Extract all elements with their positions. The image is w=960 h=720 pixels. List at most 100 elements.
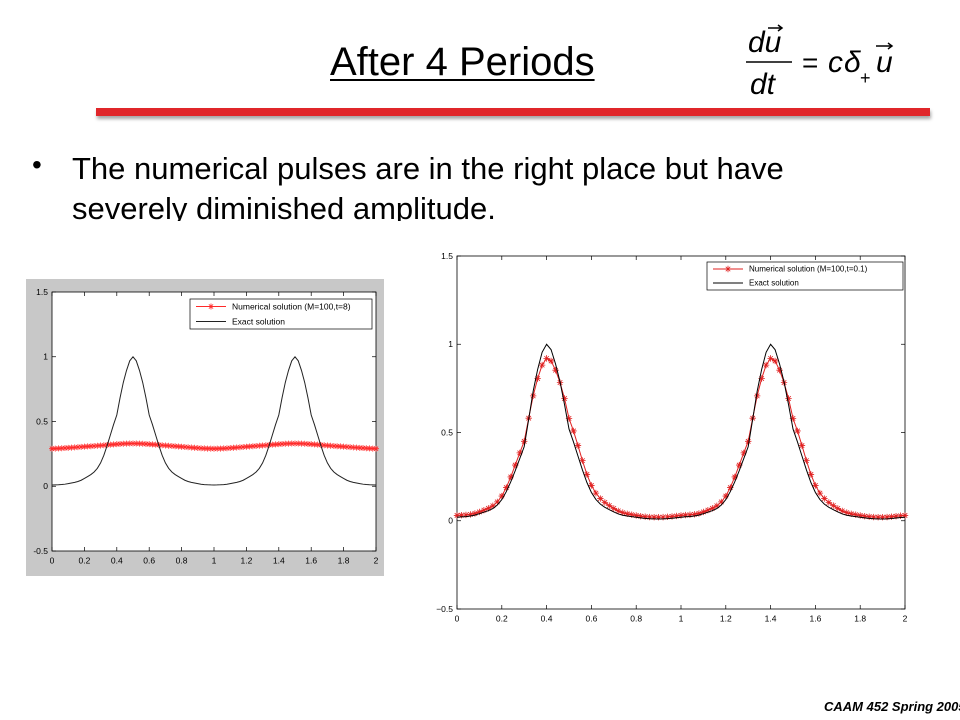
left-chart-series-0-point bbox=[61, 445, 68, 452]
right-chart-series-0-point bbox=[825, 499, 833, 506]
right-chart-series-0-point bbox=[686, 511, 694, 518]
left-chart-x-tick-label: 1.4 bbox=[273, 556, 285, 566]
left-chart-series-0-point bbox=[198, 445, 205, 452]
right-chart-x-tick-label: 0.6 bbox=[585, 614, 597, 624]
equation-vector: u bbox=[876, 46, 893, 79]
right-chart-series-0-point bbox=[489, 502, 497, 509]
left-chart-series-0-point bbox=[356, 444, 363, 451]
equation-denominator: dt bbox=[750, 68, 777, 101]
right-chart-series-0-point bbox=[462, 511, 470, 519]
bullet-list: • The numerical pulses are in the right … bbox=[32, 147, 912, 221]
right-chart-series-0-point bbox=[668, 513, 676, 520]
left-chart-series-0-point bbox=[363, 445, 370, 452]
right-chart-series-0-point bbox=[606, 502, 613, 509]
left-chart-series-0-point bbox=[120, 440, 127, 447]
left-chart-series-0-point bbox=[262, 442, 269, 449]
left-chart-series-0-point bbox=[347, 444, 354, 451]
left-chart-series-0-point bbox=[217, 445, 224, 452]
right-chart-series-0-point bbox=[803, 457, 810, 464]
right-chart-legend-label: Numerical solution (M=100,t=0.1) bbox=[749, 265, 868, 274]
right-chart-series-0-point bbox=[830, 502, 837, 509]
left-chart-x-tick-label: 0 bbox=[50, 556, 55, 566]
left-chart-series-0-point bbox=[123, 440, 130, 447]
right-chart-series-0-point bbox=[624, 510, 631, 517]
left-chart-series-0-point bbox=[81, 443, 88, 450]
right-chart-series-0-point bbox=[673, 512, 680, 520]
right-chart-series-0-point bbox=[883, 513, 891, 521]
right-chart-series-0-point bbox=[718, 498, 725, 506]
left-chart-series-0-point bbox=[68, 444, 75, 451]
right-chart-legend-box bbox=[706, 261, 904, 291]
left-chart-series-0-point bbox=[259, 442, 266, 449]
left-chart-x-tick-label: 1 bbox=[212, 556, 217, 566]
right-chart-series-0-point bbox=[529, 392, 537, 400]
right-chart-series-0-point bbox=[785, 395, 792, 402]
right-chart-series-0-point bbox=[807, 471, 815, 478]
left-chart-series-0-point bbox=[295, 440, 302, 447]
right-chart-series-0-point bbox=[753, 392, 761, 400]
right-chart-series-0-point bbox=[839, 507, 846, 515]
right-chart-y-tick-label: −0.5 bbox=[436, 604, 453, 614]
right-chart-series-0-point bbox=[538, 361, 546, 369]
left-chart-series-0-point bbox=[304, 440, 311, 447]
right-chart-series-0-point bbox=[512, 461, 519, 469]
right-chart-series-0-point bbox=[709, 505, 716, 512]
left-chart-series-0-point bbox=[285, 440, 292, 447]
right-chart-series-0-point bbox=[485, 505, 492, 512]
left-chart-y-tick-label: 0 bbox=[43, 481, 48, 491]
left-chart-series-0-point bbox=[191, 444, 198, 451]
right-chart-series-0-point bbox=[583, 471, 591, 478]
right-chart-series-0-point bbox=[874, 513, 882, 521]
right-chart-x-tick-label: 0.8 bbox=[630, 614, 642, 624]
left-chart-y-tick-label: 1 bbox=[43, 352, 48, 362]
right-chart-series-0-point bbox=[870, 513, 877, 521]
left-chart-series-0-point bbox=[185, 444, 192, 451]
left-chart-series-0-point bbox=[107, 441, 114, 448]
right-chart-series-0-point bbox=[619, 509, 626, 516]
right-chart-series-0-point bbox=[610, 505, 617, 512]
right-chart-series-1-line bbox=[456, 343, 906, 520]
left-chart-series-0-point bbox=[49, 445, 55, 452]
left-chart-series-0-point bbox=[340, 443, 347, 450]
right-chart-series-0-point bbox=[794, 427, 801, 435]
right-chart-series-0-point bbox=[857, 512, 864, 519]
right-chart-series-0-point bbox=[646, 513, 653, 521]
left-chart-series-0-point bbox=[188, 444, 195, 451]
left-chart-series-0-point bbox=[243, 443, 250, 450]
right-chart-series-0-point bbox=[812, 482, 819, 489]
left-chart-series-0-point bbox=[133, 440, 140, 447]
right-chart-x-tick-label: 0.2 bbox=[496, 614, 508, 624]
left-chart-series-0-point bbox=[301, 440, 308, 447]
right-chart-series-0-point bbox=[503, 484, 510, 491]
left-chart-y-tick-label: 1.5 bbox=[36, 287, 48, 297]
right-chart-series-0-point bbox=[574, 442, 582, 449]
left-chart-series-0-point bbox=[214, 445, 221, 452]
right-chart-series-0-point bbox=[659, 513, 667, 521]
right-chart-x-tick-label: 0.4 bbox=[541, 614, 553, 624]
left-chart-series-0-point bbox=[314, 441, 321, 448]
left-chart-series-0-point bbox=[146, 441, 153, 448]
left-chart-x-tick-label: 1.8 bbox=[338, 556, 350, 566]
right-chart-series-0-point bbox=[727, 484, 734, 491]
right-chart-series-0-point bbox=[565, 415, 573, 422]
right-chart-x-tick-label: 1.4 bbox=[765, 614, 777, 624]
left-chart-x-tick-label: 0.8 bbox=[176, 556, 188, 566]
left-chart-series-0-point bbox=[168, 443, 175, 449]
plot-left: 0 0.2 0.4 0.6 0.8 1 1.2 1.4 1.6 1.8 2-0.500.511.5N… bbox=[26, 279, 384, 576]
left-chart-series-0-point bbox=[269, 441, 276, 448]
right-chart-series-0-point bbox=[821, 495, 828, 502]
right-chart-series-0-point bbox=[543, 355, 550, 362]
left-chart-legend-label: Exact solution bbox=[232, 316, 285, 326]
right-chart-y-tick-label: 0 bbox=[448, 516, 453, 526]
left-chart-x-tick-label: 2 bbox=[374, 556, 379, 566]
left-chart-series-0-point bbox=[223, 445, 230, 452]
left-chart-series-0-point bbox=[91, 443, 98, 449]
left-chart-series-0-point bbox=[246, 443, 253, 450]
left-chart-series-0-point bbox=[327, 442, 334, 449]
right-chart-x-tick-label: 1.8 bbox=[854, 614, 866, 624]
right-chart-series-0-point bbox=[767, 355, 774, 362]
left-chart-series-0-point bbox=[288, 440, 295, 447]
left-chart-series-0-point bbox=[152, 441, 159, 448]
left-chart-series-0-point bbox=[230, 444, 237, 451]
right-chart-series-0-point bbox=[637, 513, 644, 520]
